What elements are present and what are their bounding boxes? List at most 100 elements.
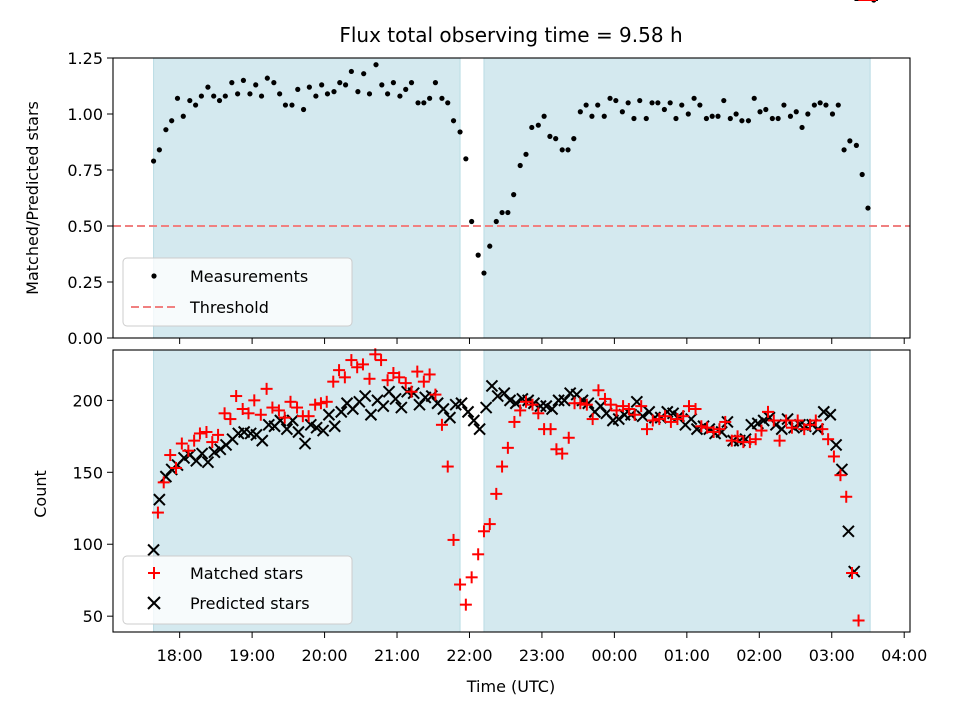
chart-title: Flux total observing time = 9.58 h <box>339 23 682 47</box>
matched-star-point <box>356 358 369 371</box>
measurement-point <box>817 100 823 106</box>
matched-star-point <box>393 371 406 384</box>
measurement-point <box>847 138 853 144</box>
matched-star-point <box>598 392 611 405</box>
predicted-star-point <box>292 425 305 439</box>
matched-star-point <box>405 385 418 398</box>
measurement-point <box>619 109 625 115</box>
measurement-point <box>306 84 312 90</box>
measurement-point <box>342 82 349 88</box>
measurement-point <box>697 102 703 108</box>
measurement-point <box>781 102 787 108</box>
matched-star-point <box>755 424 768 437</box>
measurement-point <box>174 95 181 101</box>
matched-star-point <box>580 398 593 411</box>
matched-star-point <box>519 395 532 408</box>
measurement-point <box>805 111 811 117</box>
measurement-point <box>709 113 715 119</box>
measurement-point <box>661 106 667 113</box>
measurement-point <box>427 95 433 101</box>
measurement-point <box>247 91 253 97</box>
matched-star-point <box>218 407 231 420</box>
predicted-star-point <box>461 405 475 419</box>
measurement-point <box>463 156 469 162</box>
matched-star-point <box>278 411 291 424</box>
measurement-point <box>649 100 655 106</box>
matched-star-point <box>822 433 835 446</box>
measurement-point <box>271 80 277 86</box>
measurement-point <box>823 102 829 108</box>
predicted-star-point <box>316 424 330 437</box>
measurement-point <box>450 118 457 124</box>
matched-star-point <box>224 413 237 426</box>
measurement-point <box>331 89 337 95</box>
measurement-point <box>187 97 193 104</box>
predicted-star-point <box>552 394 565 407</box>
measurement-point <box>348 68 354 75</box>
matched-star-point <box>827 450 840 463</box>
predicted-star-point <box>322 408 336 421</box>
xtick-label: 21:00 <box>374 646 420 665</box>
top-axes-frame <box>112 57 911 339</box>
predicted-star-point <box>817 405 830 419</box>
top-ytick-label: 0.25 <box>67 273 103 292</box>
matched-star-point <box>320 395 333 408</box>
predicted-star-point <box>310 421 323 434</box>
matched-star-point <box>809 414 822 427</box>
measurement-point <box>337 80 343 86</box>
matched-star-point <box>689 402 702 415</box>
legend-predicted-marker <box>147 596 161 610</box>
predicted-star-point <box>377 399 390 413</box>
matched-star-point <box>761 405 774 418</box>
matched-star-point <box>302 410 315 423</box>
predicted-star-point <box>473 422 486 436</box>
predicted-star-point <box>467 414 481 427</box>
matched-star-point <box>188 434 201 447</box>
measurement-point <box>324 91 331 97</box>
measurement-point <box>253 82 259 88</box>
measurement-point <box>366 91 373 97</box>
matched-star-point <box>182 444 195 457</box>
measurement-point <box>547 133 553 139</box>
matched-star-point <box>441 460 454 473</box>
measurement-point <box>277 91 283 97</box>
matched-star-point <box>309 398 322 411</box>
measurement-point <box>156 147 162 153</box>
matched-star-point <box>381 374 394 387</box>
observing-interval-shade <box>483 349 871 633</box>
measurement-point <box>240 77 247 83</box>
matched-star-point <box>399 377 412 390</box>
matched-star-point <box>435 418 448 431</box>
matched-star-point <box>514 404 527 417</box>
matched-star-point <box>834 469 847 482</box>
measurement-point <box>841 147 847 153</box>
bottom-ytick-label: 200 <box>72 391 103 410</box>
top-ytick-label: 1.00 <box>67 105 103 124</box>
xtick-label: 03:00 <box>809 646 855 665</box>
matched-star-point <box>206 436 219 449</box>
matched-star-point <box>284 395 297 408</box>
measurement-point <box>535 122 541 128</box>
predicted-star-point <box>256 434 269 447</box>
measurement-point <box>408 80 415 86</box>
bottom-ylabel: Count <box>31 470 50 518</box>
measurement-point <box>235 91 241 97</box>
legend-matched-marker <box>148 567 160 579</box>
measurement-point <box>258 93 265 99</box>
predicted-star-point <box>328 420 341 433</box>
matched-star-point <box>610 404 623 417</box>
matched-star-point <box>791 414 804 427</box>
measurement-point <box>313 93 319 99</box>
measurement-point <box>733 111 739 117</box>
matched-star-point <box>472 548 485 561</box>
matched-star-point <box>212 428 225 441</box>
measurement-point <box>751 95 757 101</box>
matched-star-point <box>411 365 424 378</box>
measurement-point <box>673 115 679 122</box>
measurement-point <box>715 113 721 119</box>
measurement-point <box>577 109 583 115</box>
measurement-point <box>499 209 505 216</box>
top-ytick-label: 0.00 <box>67 329 103 348</box>
measurement-point <box>643 115 649 122</box>
predicted-star-point <box>201 456 215 469</box>
